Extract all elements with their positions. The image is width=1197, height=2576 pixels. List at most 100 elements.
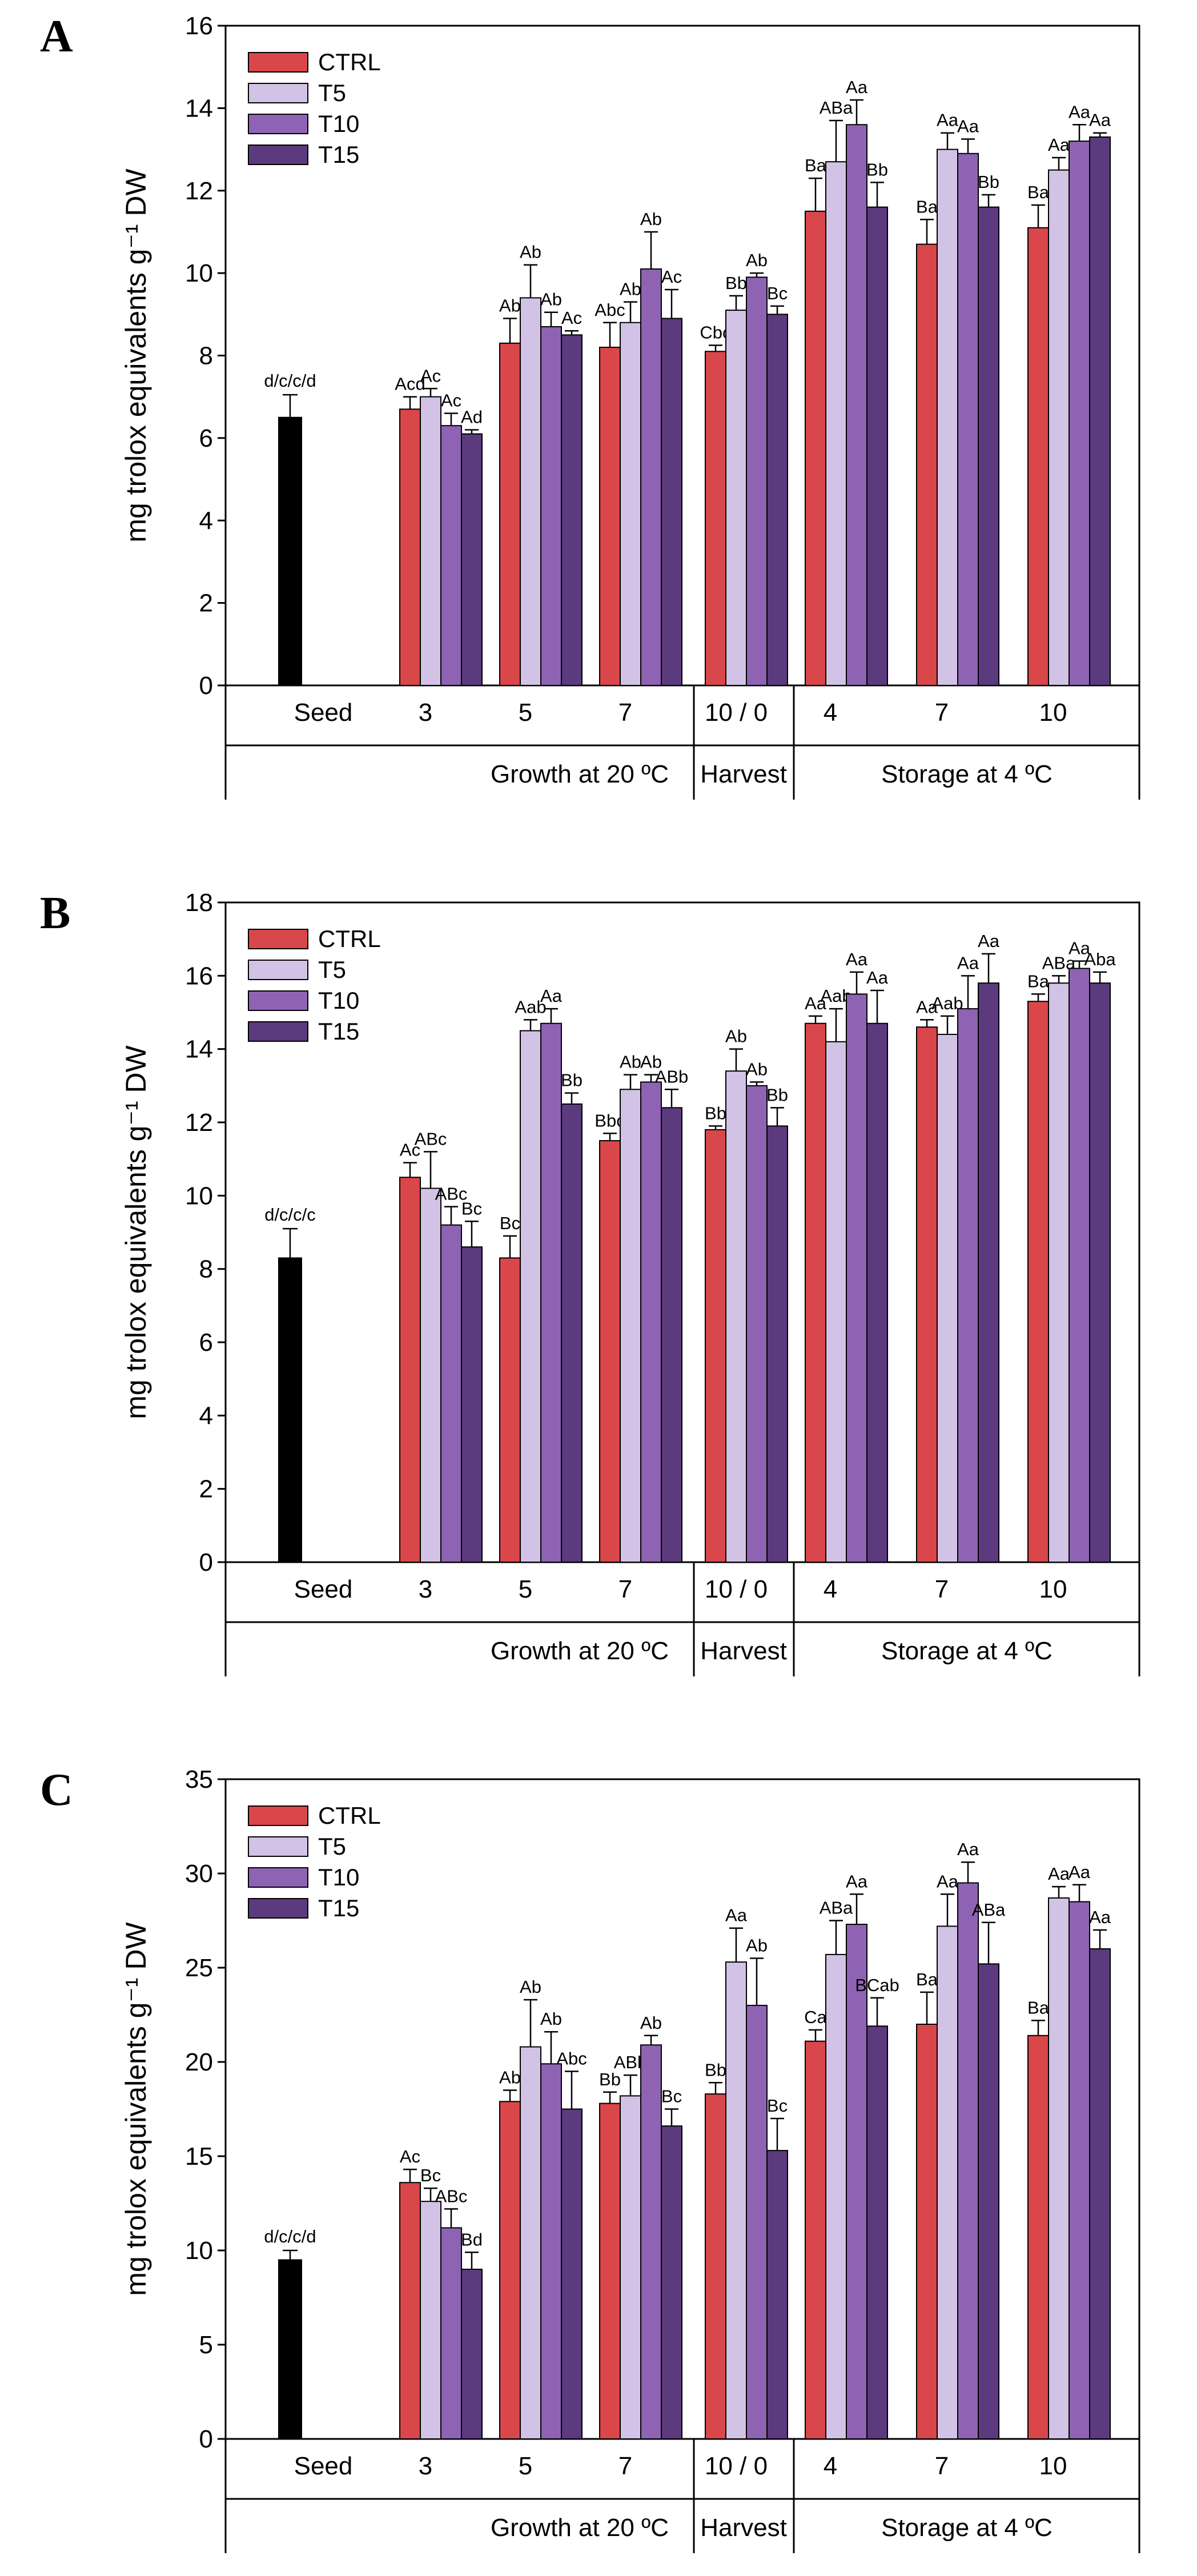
bar-t5 <box>937 1034 958 1563</box>
bar-ctrl <box>805 2040 826 2439</box>
x-category-label: 5 <box>519 699 532 727</box>
bar-t5 <box>520 2046 541 2440</box>
legend-swatch-t10 <box>248 1867 308 1888</box>
annotation-t15: Aa <box>1089 110 1111 130</box>
annotation-ctrl: Ba <box>1027 971 1050 991</box>
legend-label-ctrl: CTRL <box>318 925 381 952</box>
bar-t10 <box>440 2227 462 2439</box>
bar-t10 <box>440 1224 462 1563</box>
legend-label-t5: T5 <box>318 79 346 106</box>
bar-ctrl <box>499 1257 521 1563</box>
legend-swatch-t10 <box>248 990 308 1011</box>
x-category-label: 10 <box>1039 2452 1067 2480</box>
x-category-label: 3 <box>419 2452 432 2480</box>
bar-t15 <box>866 2025 888 2440</box>
y-tick-label: 10 <box>185 259 213 287</box>
y-tick-label: 14 <box>185 1036 213 1064</box>
bar-t10 <box>746 276 768 686</box>
y-tick-label: 15 <box>185 2142 213 2170</box>
bar-t15 <box>661 1107 682 1563</box>
legend-swatch-t5 <box>248 1836 308 1857</box>
bar-t5 <box>725 1070 747 1563</box>
bar-t10 <box>1069 1901 1090 2439</box>
annotation-t5: ABa <box>820 98 853 118</box>
x-group-label: Growth at 20 ºC <box>491 760 669 788</box>
legend-swatch-ctrl <box>248 1805 308 1826</box>
annotation-t15: Bc <box>767 2096 788 2116</box>
annotation-t15: Abc <box>556 2049 587 2069</box>
legend-label-ctrl: CTRL <box>318 49 381 75</box>
x-category-label: 7 <box>935 699 949 727</box>
annotation-t15: Aa <box>866 968 889 988</box>
bar-ctrl <box>1027 1001 1049 1563</box>
x-category-label: 5 <box>519 1575 532 1603</box>
annotation-t5: Aa <box>937 1871 959 1891</box>
bar-t10 <box>957 1008 979 1563</box>
bar-t10 <box>640 1081 662 1563</box>
annotation-t5: Ac <box>420 366 441 386</box>
bar-ctrl <box>705 2093 726 2440</box>
annotation-t10: Aa <box>957 117 979 137</box>
bar-ctrl <box>805 210 826 686</box>
annotation-t5: Ab <box>520 1977 541 1997</box>
bar-t15 <box>1089 982 1111 1563</box>
y-tick-label: 2 <box>199 1475 213 1503</box>
annotation-t15: Aa <box>978 931 1000 951</box>
annotation-seed: d/c/c/c <box>264 1205 316 1225</box>
panel-label: B <box>40 888 70 938</box>
annotation-ctrl: Bb <box>705 1103 726 1123</box>
bar-ctrl <box>599 2102 621 2440</box>
bar-t15 <box>461 433 483 686</box>
y-tick-label: 20 <box>185 2048 213 2076</box>
annotation-t15: Bb <box>866 159 888 179</box>
x-category-label: 10 <box>1039 699 1067 727</box>
annotation-ctrl: Ca <box>804 2007 827 2027</box>
annotation-t10: Ab <box>746 1936 768 1956</box>
bar-t5 <box>1048 169 1070 686</box>
x-category-label: 4 <box>824 699 837 727</box>
bar-seed <box>278 1257 302 1563</box>
bar-t10 <box>540 2063 562 2440</box>
bar-t5 <box>620 322 641 686</box>
x-category-label: 7 <box>618 1575 632 1603</box>
legend-swatch-ctrl <box>248 929 308 949</box>
legend-label-t15: T15 <box>318 141 359 168</box>
bar-t5 <box>1048 982 1070 1563</box>
bar-t5 <box>725 310 747 686</box>
bar-t10 <box>746 1085 768 1563</box>
bar-ctrl <box>705 351 726 686</box>
x-category-label: Seed <box>294 1575 353 1603</box>
bar-t5 <box>520 1030 541 1563</box>
annotation-ctrl: Ba <box>1027 182 1050 202</box>
bar-t5 <box>420 2201 441 2439</box>
y-tick-label: 16 <box>185 962 213 990</box>
y-tick-label: 8 <box>199 1255 213 1283</box>
annotation-t15: Bb <box>766 1085 788 1105</box>
annotation-t5: Aa <box>725 1905 748 1925</box>
annotation-t15: Bc <box>767 283 788 303</box>
bar-t15 <box>766 314 788 686</box>
bar-ctrl <box>499 2101 521 2440</box>
y-axis-label: mg trolox equivalents g⁻¹ DW <box>120 1922 152 2296</box>
annotation-t5: Bc <box>420 2165 441 2185</box>
panel-B: B 0 2 4 6 8 10 12 14 16 18 mg trolox equivalents g⁻… <box>40 888 1140 1676</box>
bar-ctrl <box>599 1140 621 1563</box>
y-tick-label: 8 <box>199 342 213 370</box>
y-tick-label: 0 <box>199 2425 213 2453</box>
annotation-t15: Aa <box>1089 1907 1111 1927</box>
annotation-t5: ABa <box>820 1898 853 1918</box>
annotation-ctrl: Ab <box>499 296 521 316</box>
bar-t5 <box>825 1953 847 2439</box>
bar-t5 <box>825 161 847 686</box>
x-category-label: Seed <box>294 699 353 727</box>
annotation-ctrl: Ba <box>916 196 938 216</box>
x-category-label: 10 / 0 <box>705 2452 768 2480</box>
x-category-label: 10 <box>1039 1575 1067 1603</box>
annotation-ctrl: Ab <box>499 2068 521 2088</box>
bar-t15 <box>866 1022 888 1563</box>
annotation-t10: Aa <box>1069 1862 1091 1882</box>
annotation-ctrl: Ac <box>400 1140 420 1160</box>
legend-swatch-ctrl <box>248 52 308 73</box>
annotation-t10: Aa <box>957 1839 979 1859</box>
annotation-t10: Ab <box>746 1059 768 1079</box>
